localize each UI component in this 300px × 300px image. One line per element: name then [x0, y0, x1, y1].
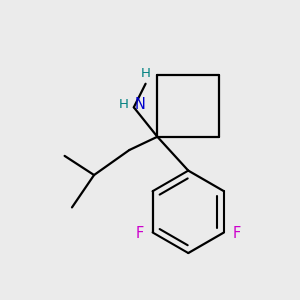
Text: H: H	[118, 98, 128, 111]
Text: N: N	[134, 98, 145, 112]
Text: F: F	[136, 226, 144, 242]
Text: F: F	[232, 226, 241, 242]
Text: H: H	[141, 67, 151, 80]
